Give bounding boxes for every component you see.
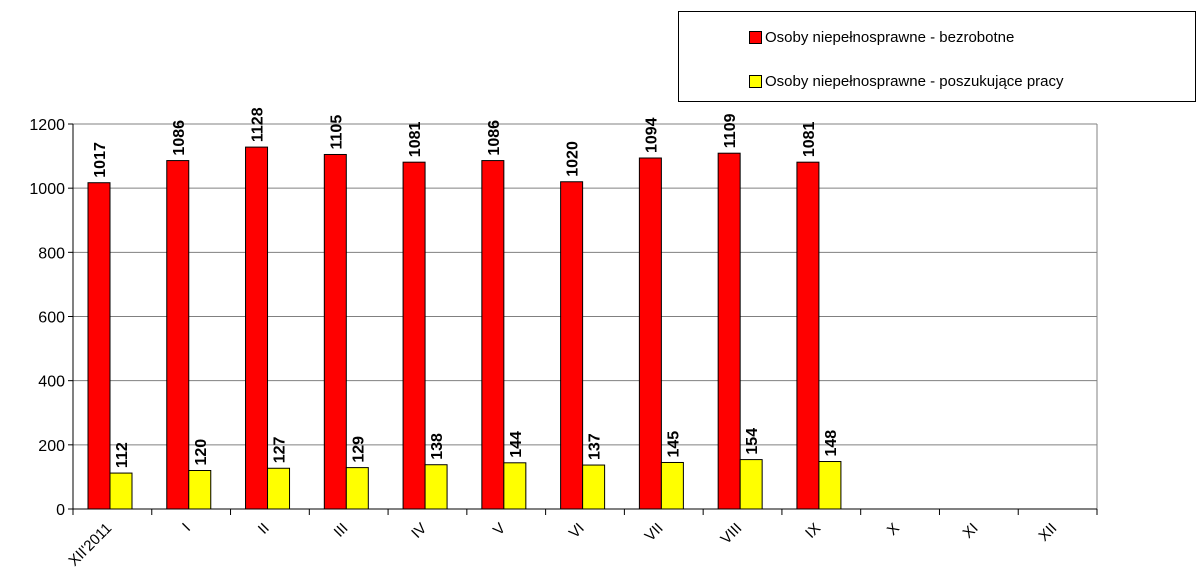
x-tick-label: VI xyxy=(566,520,588,542)
x-tick-label: X xyxy=(884,520,903,539)
data-label: 144 xyxy=(508,431,525,458)
bar xyxy=(402,161,426,510)
x-tick-label: XII xyxy=(1035,520,1060,545)
legend-swatch-yellow xyxy=(749,74,762,88)
data-label: 1105 xyxy=(328,115,345,150)
x-tick-label: VIII xyxy=(717,520,745,548)
data-label: 1020 xyxy=(565,141,582,177)
data-label: 112 xyxy=(114,442,131,468)
legend-item-bezrobotne: Osoby niepełnosprawne - bezrobotne xyxy=(749,28,1014,46)
x-tick-label: III xyxy=(331,520,352,541)
data-label: 137 xyxy=(587,433,604,460)
x-tick-label: XII'2011 xyxy=(65,520,115,570)
data-label: 138 xyxy=(429,433,446,460)
bar xyxy=(245,146,269,510)
y-tick-label: 200 xyxy=(38,438,65,455)
y-tick-label: 1200 xyxy=(29,117,65,134)
data-label: 148 xyxy=(823,430,840,457)
y-tick-label: 400 xyxy=(38,374,65,391)
y-tick-label: 800 xyxy=(38,245,65,262)
legend-label: Osoby niepełnosprawne - bezrobotne xyxy=(765,28,1015,46)
bar xyxy=(660,461,684,510)
y-tick-label: 600 xyxy=(38,310,65,327)
bar xyxy=(796,161,820,510)
x-tick-label: I xyxy=(179,520,194,535)
x-tick-label: XI xyxy=(960,520,982,542)
x-tick-label: V xyxy=(490,520,509,539)
data-label: 1094 xyxy=(643,117,660,153)
bar xyxy=(166,160,190,510)
legend-label: Osoby niepełnosprawne - poszukujące prac… xyxy=(765,72,1064,90)
bar xyxy=(87,182,111,510)
bar xyxy=(345,467,369,510)
y-tick-label: 0 xyxy=(56,502,65,519)
bar xyxy=(560,181,584,510)
bar xyxy=(323,153,347,510)
data-label: 1086 xyxy=(486,120,503,156)
x-tick-label: II xyxy=(255,520,273,538)
bar xyxy=(481,160,505,510)
y-tick-label: 1000 xyxy=(29,181,65,198)
bar xyxy=(503,462,527,510)
data-label: 1109 xyxy=(722,113,739,148)
data-label: 1081 xyxy=(801,121,818,157)
legend-swatch-red xyxy=(749,30,762,44)
data-label: 1081 xyxy=(407,121,424,157)
data-label: 145 xyxy=(665,431,682,458)
x-tick-label: IV xyxy=(408,520,430,542)
data-label: 154 xyxy=(744,428,761,455)
bar xyxy=(717,152,741,510)
chart-legend: Osoby niepełnosprawne - bezrobotne Osoby… xyxy=(678,11,1196,102)
bar xyxy=(109,472,133,510)
data-label: 1128 xyxy=(250,107,267,142)
data-label: 129 xyxy=(350,436,367,463)
bar xyxy=(818,461,842,510)
data-label: 120 xyxy=(193,439,210,466)
x-tick-label: IX xyxy=(802,520,824,542)
data-label: 1086 xyxy=(171,120,188,156)
bar xyxy=(424,464,448,510)
data-label: 1017 xyxy=(92,142,109,178)
bar xyxy=(739,459,763,510)
legend-item-poszukujace: Osoby niepełnosprawne - poszukujące prac… xyxy=(749,72,1064,90)
x-tick-label: VII xyxy=(642,520,667,545)
bar xyxy=(267,467,291,510)
data-label: 127 xyxy=(272,436,289,463)
bar xyxy=(638,157,662,510)
bar xyxy=(188,470,212,510)
bar xyxy=(582,464,606,510)
